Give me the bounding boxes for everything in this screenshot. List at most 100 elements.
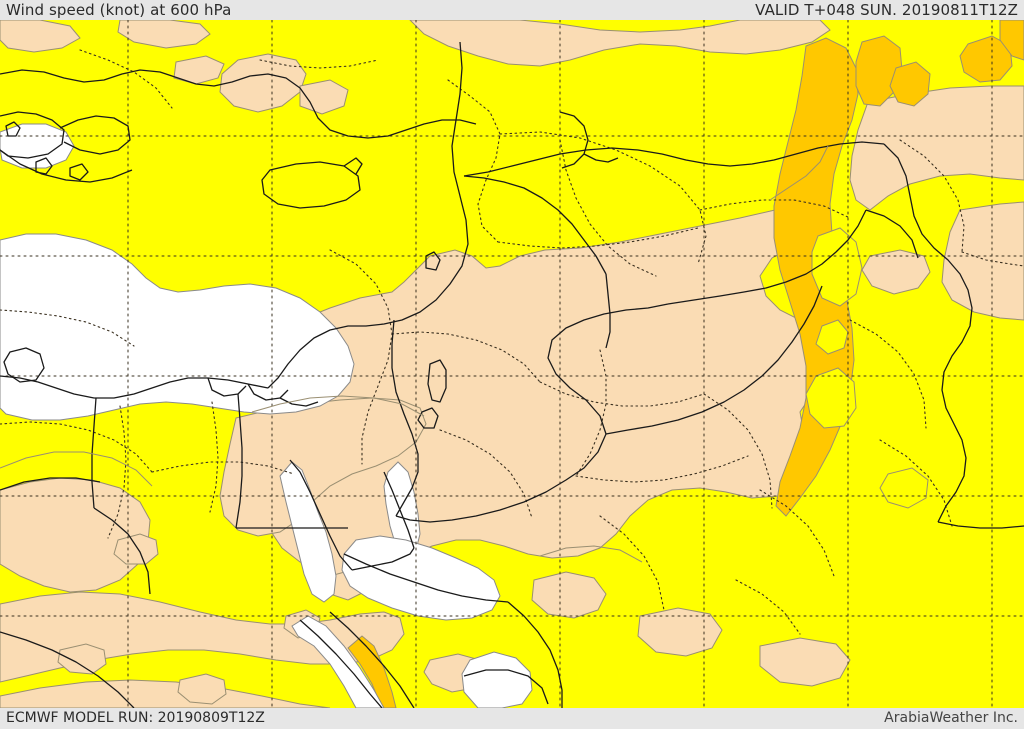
- peach-region-balkans: [0, 20, 81, 53]
- white-core-levantine-sea: [0, 233, 355, 421]
- contour-edges-group: [0, 145, 829, 563]
- coastline-saudi-west: [463, 669, 549, 705]
- peach-blob-iran-mid: [861, 249, 931, 295]
- coastline-egypt-north: [0, 375, 269, 399]
- admin-saudi-c: [703, 393, 773, 509]
- admin-saudi-e: [599, 515, 665, 611]
- peach-blob-saudi-c: [759, 637, 851, 687]
- admin-levant-a: [329, 249, 393, 465]
- admin-egypt-a: [151, 461, 295, 475]
- border-egypt-libya: [235, 393, 243, 529]
- peach-blob-a: [173, 55, 225, 85]
- amber-blob-ne-b: [889, 61, 931, 107]
- coastline-gulf-nw: [865, 209, 919, 259]
- admin-turkey-b: [79, 49, 173, 109]
- band-white-group: [0, 123, 533, 708]
- admin-libya-b: [107, 405, 127, 539]
- footer-bar: ECMWF MODEL RUN: 20190809T12Z ArabiaWeat…: [0, 708, 1024, 729]
- coastline-gulf-suez-east: [289, 459, 353, 571]
- admin-syria-a: [447, 79, 501, 243]
- coastline-nile-delta-b: [207, 377, 247, 397]
- coastline-southwest: [0, 631, 135, 708]
- peach-region-north-turkey: [409, 20, 831, 67]
- white-core-redsea-strip: [291, 615, 385, 708]
- coastline-sinai-south: [351, 547, 415, 571]
- border-libya-north-line: [0, 477, 101, 491]
- border-iraq-iran: [883, 143, 973, 523]
- admin-iran-b: [849, 319, 927, 429]
- peach-region-iran-north: [849, 85, 1024, 211]
- coastline-border-group: [0, 41, 1024, 708]
- coastline-redsea-east: [329, 611, 415, 708]
- border-saudi-iraq-2: [605, 285, 823, 435]
- border-jordan-saudi: [395, 303, 669, 523]
- coastline-redsea-west: [299, 619, 383, 708]
- island-cyprus: [261, 161, 361, 209]
- model-run-label: ECMWF MODEL RUN: 20190809T12Z: [6, 710, 265, 726]
- island-cyprus-cape: [343, 157, 363, 175]
- amber-hole-a: [811, 227, 863, 307]
- map-canvas[interactable]: [0, 20, 1024, 708]
- feature-euphrates-lake: [559, 111, 589, 169]
- island-small-c: [69, 163, 89, 181]
- admin-iraq-a: [559, 139, 657, 277]
- valid-time-label: VALID T+048 SUN. 20190811T12Z: [755, 1, 1018, 19]
- admin-turkey-a: [259, 59, 379, 69]
- amber-blob-corner: [999, 20, 1024, 61]
- admin-jordan-b: [539, 381, 705, 407]
- coastline-nile-delta-c: [279, 397, 319, 407]
- border-syria-turkey: [463, 141, 885, 177]
- white-core-gulf-suez: [279, 461, 337, 603]
- peach-region-aegean: [117, 20, 211, 49]
- band-amber-group: [347, 20, 1024, 708]
- coastline-arabia-west: [507, 601, 563, 708]
- coastline-aegean-2: [59, 115, 131, 155]
- coastline-anatolia-south: [0, 69, 477, 139]
- peach-region-iran-east: [941, 201, 1024, 321]
- peach-blob-small-a: [113, 533, 159, 565]
- admin-iran-a: [759, 489, 835, 577]
- island-crete: [3, 347, 45, 383]
- coastline-gulf-aqaba-west: [383, 471, 415, 549]
- admin-syria-b: [499, 131, 707, 265]
- contour-edge-b: [251, 395, 425, 417]
- contour-edge-c: [769, 145, 829, 201]
- coastline-redsea-north: [343, 553, 509, 603]
- island-small-a: [5, 121, 21, 137]
- peach-blob-saudi-a: [531, 571, 607, 619]
- coastline-crete-line: [0, 149, 133, 183]
- amber-blob-ne-a: [855, 35, 903, 107]
- coastline-aegean: [0, 111, 65, 159]
- border-libya-south: [93, 507, 151, 595]
- forecast-map[interactable]: [0, 20, 1024, 708]
- amber-blob-ne-c: [959, 35, 1013, 83]
- white-core-redsea-north: [341, 535, 501, 621]
- header-bar: Wind speed (knot) at 600 hPa VALID T+048…: [0, 0, 1024, 20]
- admin-jordan-a: [391, 331, 541, 383]
- feature-euphrates-lake-tail: [583, 153, 619, 163]
- page-title: Wind speed (knot) at 600 hPa: [6, 1, 232, 19]
- peach-blob-saudi-b: [637, 607, 723, 657]
- feature-sea-of-galilee: [425, 251, 441, 271]
- admin-saudi-a: [575, 349, 607, 477]
- admin-iran-c: [899, 139, 965, 253]
- amber-hole-d: [879, 467, 929, 509]
- contour-edge-d: [539, 545, 643, 563]
- contour-edge-a: [0, 451, 153, 487]
- border-jordan-syria: [463, 175, 607, 275]
- peach-region-egypt-south: [0, 591, 405, 683]
- island-small-b: [35, 157, 53, 175]
- admin-iran-e: [879, 439, 953, 527]
- border-israel-jordan: [391, 319, 419, 517]
- admin-iraq-c: [699, 199, 851, 219]
- coastline-nile-delta-a: [247, 383, 289, 401]
- peach-blob-small-b: [57, 643, 107, 675]
- admin-iraq-b: [497, 227, 699, 249]
- admin-saudi-f: [735, 579, 801, 635]
- amber-hole-b: [815, 319, 849, 355]
- feature-dead-sea-south: [417, 407, 439, 429]
- peach-blob-small-c: [177, 673, 227, 705]
- amber-tail-redsea: [347, 635, 397, 708]
- border-iraq-saudi: [667, 209, 867, 305]
